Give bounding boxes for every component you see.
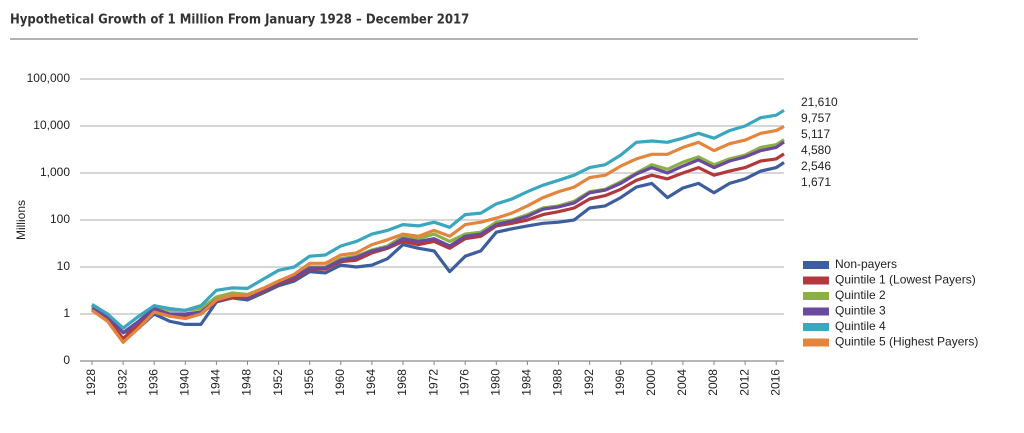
legend-swatch xyxy=(803,261,829,269)
end-value-label: 9,757 xyxy=(801,111,831,125)
end-value-label: 1,671 xyxy=(801,175,831,189)
legend-label: Quintile 1 (Lowest Payers) xyxy=(835,273,976,287)
y-axis-label: Millions xyxy=(14,200,28,240)
x-tick-label: 1952 xyxy=(271,369,285,396)
x-tick-label: 1964 xyxy=(364,369,378,396)
y-tick-label: 1,000 xyxy=(40,165,70,179)
y-tick-label: 10 xyxy=(57,259,71,273)
x-tick-label: 1988 xyxy=(551,369,565,396)
x-tick-label: 1992 xyxy=(582,369,596,396)
x-tick-label: 1928 xyxy=(84,369,98,396)
end-value-label: 21,610 xyxy=(801,95,838,109)
legend-label: Quintile 2 xyxy=(835,288,886,302)
legend-label: Quintile 3 xyxy=(835,304,886,318)
series-line xyxy=(91,138,785,335)
y-tick-label: 100 xyxy=(50,212,70,226)
y-tick-label: 1 xyxy=(63,306,70,320)
y-tick-label: 100,000 xyxy=(27,71,71,85)
x-tick-label: 1984 xyxy=(520,369,534,396)
end-value-label: 4,580 xyxy=(801,143,831,157)
legend-label: Quintile 5 (Highest Payers) xyxy=(835,335,978,349)
x-tick-label: 1976 xyxy=(457,369,471,396)
legend-swatch xyxy=(803,276,829,285)
chart-title: Hypothetical Growth of 1 Million From Ja… xyxy=(10,13,469,28)
legend-label: Quintile 4 xyxy=(835,319,886,333)
end-value-label: 2,546 xyxy=(801,159,831,173)
legend-swatch xyxy=(803,292,829,300)
x-tick-label: 2004 xyxy=(675,369,689,396)
series-line xyxy=(91,125,785,344)
series-line xyxy=(91,161,785,335)
series-line xyxy=(91,152,785,341)
x-tick-label: 1956 xyxy=(302,369,316,396)
x-tick-label: 1936 xyxy=(146,369,160,396)
x-tick-label: 2000 xyxy=(644,369,658,396)
legend-swatch xyxy=(803,307,829,316)
x-tick-label: 1960 xyxy=(333,369,347,396)
x-tick-label: 1968 xyxy=(395,369,409,396)
x-tick-label: 1972 xyxy=(426,369,440,396)
legend-label: Non-payers xyxy=(835,257,897,271)
x-tick-label: 2012 xyxy=(737,369,751,396)
x-tick-label: 1996 xyxy=(613,369,627,396)
y-tick-label: 0 xyxy=(63,353,70,367)
legend-swatch xyxy=(803,323,829,331)
x-tick-label: 1940 xyxy=(177,369,191,396)
x-tick-label: 1980 xyxy=(488,369,502,396)
x-tick-label: 1948 xyxy=(240,369,254,396)
end-value-label: 5,117 xyxy=(801,127,830,141)
series-line xyxy=(91,108,785,330)
legend-swatch xyxy=(803,338,829,347)
x-tick-label: 2008 xyxy=(706,369,720,396)
x-tick-label: 1932 xyxy=(115,369,129,396)
x-tick-label: 1944 xyxy=(209,369,223,396)
x-tick-label: 2016 xyxy=(768,369,782,396)
y-tick-label: 10,000 xyxy=(33,118,70,132)
